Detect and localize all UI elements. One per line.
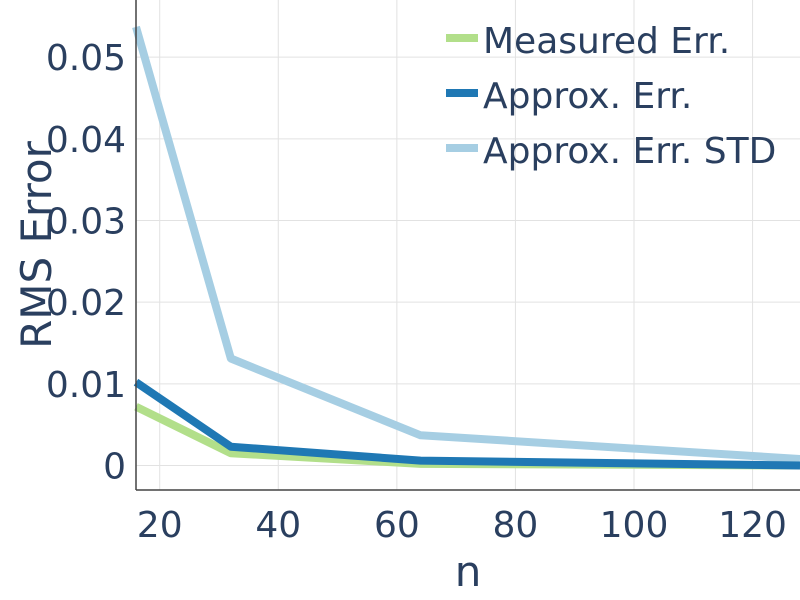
y-tick-label: 0.04 — [46, 120, 126, 161]
x-axis-title: n — [455, 547, 482, 596]
y-tick-label: 0.03 — [46, 202, 126, 243]
y-tick-label: 0.01 — [46, 365, 126, 406]
y-axis-title: RMS Error — [12, 140, 61, 349]
x-tick-label: 120 — [718, 505, 787, 546]
legend-label: Approx. Err. STD — [483, 131, 776, 172]
series-line-approx-err-std — [132, 25, 800, 463]
grid-lines — [136, 0, 800, 490]
x-tick-label: 80 — [493, 505, 539, 546]
y-tick-label: 0.05 — [46, 38, 126, 79]
axes — [135, 0, 800, 491]
x-tick-label: 60 — [374, 505, 420, 546]
legend-label: Measured Err. — [483, 21, 730, 62]
y-tick-label: 0.02 — [46, 283, 126, 324]
x-tick-label: 40 — [255, 505, 301, 546]
y-tick-label: 0 — [103, 447, 126, 488]
legend-label: Approx. Err. — [483, 76, 692, 117]
x-tick-label: 20 — [137, 505, 183, 546]
legend: Measured Err. Approx. Err. Approx. Err. ST… — [446, 21, 776, 172]
series-lines — [132, 25, 800, 470]
x-tick-label: 100 — [600, 505, 669, 546]
series-line-approx-err — [133, 378, 800, 470]
tick-labels: 20 40 60 80 100 120 0 0.01 0.02 0.03 0.04 0.05 — [46, 38, 787, 546]
